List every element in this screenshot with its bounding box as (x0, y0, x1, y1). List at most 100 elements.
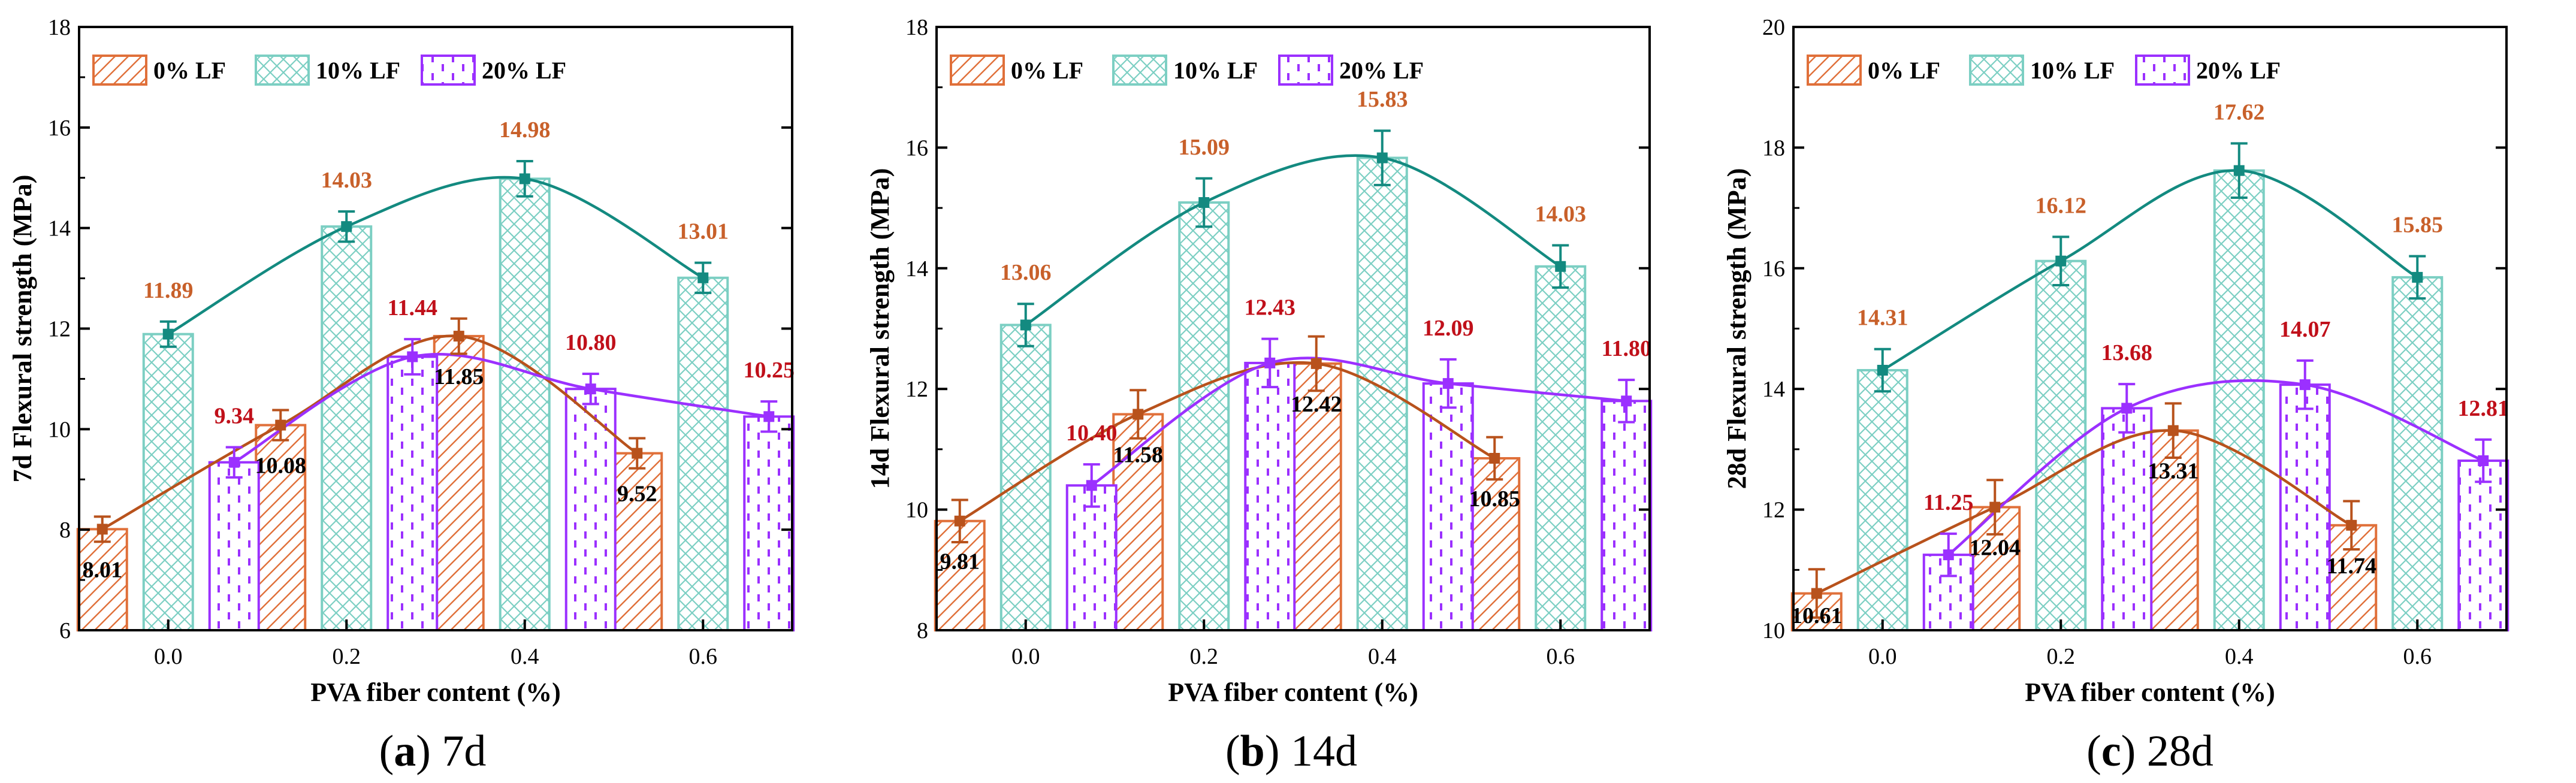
marker-lf10-0.0 (1020, 319, 1031, 331)
chart-panel-b: 9.81 11.58 12.42 10.85 13.06 15.09 15.83 14.03 1… (865, 15, 1653, 776)
legend-swatch-lf0 (950, 55, 1005, 86)
caption-paren-close: ) (2121, 727, 2136, 776)
legend-swatch-lf10 (1112, 55, 1167, 86)
x-axis-title: PVA fiber content (%) (310, 678, 561, 707)
bar-lf0-0.0 (76, 528, 128, 632)
legend-label-lf10: 10% LF (2030, 57, 2115, 84)
marker-lf10-0.0 (162, 328, 174, 340)
trend-curve-lf0 (101, 334, 638, 531)
legend: 0% LF 10% LF 20% LF (950, 55, 1424, 86)
data-label-lf0-0.2: 11.58 (1113, 442, 1163, 467)
legend-label-lf10: 10% LF (316, 57, 400, 84)
legend-swatch-lf10 (1969, 55, 2024, 86)
x-tick-label: 0.6 (2403, 644, 2432, 669)
legend-label-lf0: 0% LF (153, 57, 226, 84)
x-tick-label: 0.6 (1547, 644, 1575, 669)
x-tick-label: 0.4 (2225, 644, 2254, 669)
caption-paren-close: ) (416, 727, 431, 776)
marker-lf10-0.4 (1376, 152, 1388, 164)
data-label-lf20-0.4: 14.07 (2279, 317, 2331, 342)
marker-lf0-0.0 (954, 515, 965, 527)
marker-lf20-0.4 (2299, 379, 2311, 391)
bar-lf0-0.6 (1469, 457, 1521, 631)
bar-lf10-0.4 (499, 177, 551, 631)
marker-lf20-0.4 (585, 383, 596, 395)
caption-letter: a (394, 727, 416, 776)
data-label-lf10-0.4: 14.98 (499, 117, 551, 143)
marker-lf10-0.6 (2412, 271, 2423, 283)
y-tick-label: 8 (59, 518, 71, 543)
marker-lf20-0.6 (763, 411, 775, 422)
bar-lf10-0.2 (2035, 259, 2087, 631)
panel-caption: (c) 28d (2086, 727, 2213, 776)
marker-lf10-0.2 (2055, 255, 2067, 267)
caption-letter: b (1240, 727, 1265, 776)
legend-swatch-lf0 (92, 55, 147, 86)
marker-lf10-0.2 (1198, 197, 1210, 208)
caption-text: 7d (431, 727, 487, 776)
marker-lf0-0.6 (632, 448, 643, 459)
legend-label-lf20: 20% LF (1339, 57, 1424, 84)
panel-caption: (a) 7d (379, 727, 487, 776)
legend-label-lf10: 10% LF (1173, 57, 1258, 84)
x-tick-label: 0.6 (689, 644, 718, 669)
marker-lf0-0.6 (1489, 453, 1500, 464)
y-tick-label: 16 (48, 116, 71, 141)
caption-text: 28d (2136, 727, 2213, 776)
marker-lf0-0.2 (1989, 501, 2001, 513)
chart-panel-a: 8.01 10.08 11.85 9.52 11.89 14.03 14.98 13.01 9.… (8, 15, 795, 776)
marker-lf10-0.4 (2233, 165, 2245, 176)
bar-lf20-0.2 (2101, 407, 2153, 631)
data-label-lf20-0.4: 10.80 (565, 330, 617, 355)
x-axis-title: PVA fiber content (%) (2025, 678, 2275, 707)
y-tick-label: 14 (1762, 377, 1785, 402)
bar-lf20-0.2 (386, 355, 439, 631)
chart-panel-c: 10.61 12.04 13.31 11.74 14.31 16.12 17.62 15.85… (1722, 15, 2509, 776)
bar-lf10-0.2 (1178, 201, 1230, 631)
marker-lf10-0.0 (1877, 364, 1888, 376)
y-tick-label: 12 (48, 317, 71, 342)
bar-lf20-0.6 (2457, 459, 2509, 632)
data-label-lf10-0.6: 15.85 (2392, 213, 2444, 238)
trend-curve-lf0 (1816, 429, 2352, 595)
data-label-lf10-0.6: 13.01 (678, 219, 729, 244)
y-axis-title: 7d Flexural strength (MPa) (8, 175, 37, 483)
y-tick-label: 20 (1762, 15, 1785, 40)
data-label-lf10-0.2: 16.12 (2036, 193, 2087, 218)
trend-curve-lf0 (959, 361, 1496, 522)
y-axis-title: 14d Flexural strength (MPa) (865, 168, 895, 489)
caption-letter: c (2101, 727, 2121, 776)
marker-lf0-0.2 (275, 419, 286, 431)
x-tick-label: 0.0 (1868, 644, 1897, 669)
data-label-lf0-0.4: 12.42 (1291, 392, 1342, 417)
caption-paren-close: ) (1265, 727, 1280, 776)
data-label-lf10-0.4: 15.83 (1357, 87, 1408, 112)
data-label-lf10-0.6: 14.03 (1535, 202, 1587, 227)
data-label-lf20-0.6: 11.80 (1602, 336, 1651, 361)
y-tick-label: 10 (1762, 618, 1785, 643)
marker-lf20-0.4 (1442, 378, 1454, 389)
bar-lf10-0.0 (1856, 368, 1908, 631)
data-label-lf0-0.6: 9.52 (617, 482, 657, 507)
legend-swatch-lf10 (255, 55, 310, 86)
data-label-lf20-0.6: 10.25 (744, 358, 795, 383)
marker-lf20-0.6 (2478, 455, 2489, 467)
marker-lf20-0.0 (228, 457, 240, 468)
data-label-lf20-0.2: 12.43 (1245, 295, 1296, 321)
data-label-lf20-0.0: 9.34 (215, 404, 255, 429)
bar-lf10-0.6 (677, 276, 729, 632)
legend-swatch-lf20 (421, 55, 476, 86)
caption-paren-open: ( (2086, 727, 2101, 776)
y-tick-label: 10 (48, 417, 71, 442)
y-tick-label: 18 (1762, 135, 1785, 161)
marker-lf10-0.6 (697, 272, 709, 283)
y-tick-label: 6 (59, 618, 71, 643)
x-tick-label: 0.2 (2047, 644, 2076, 669)
data-label-lf0-0.0: 8.01 (83, 557, 123, 582)
marker-lf20-0.2 (1264, 357, 1276, 368)
y-tick-label: 10 (905, 498, 928, 523)
y-tick-label: 8 (917, 618, 928, 643)
data-label-lf0-0.6: 11.74 (2327, 554, 2376, 579)
